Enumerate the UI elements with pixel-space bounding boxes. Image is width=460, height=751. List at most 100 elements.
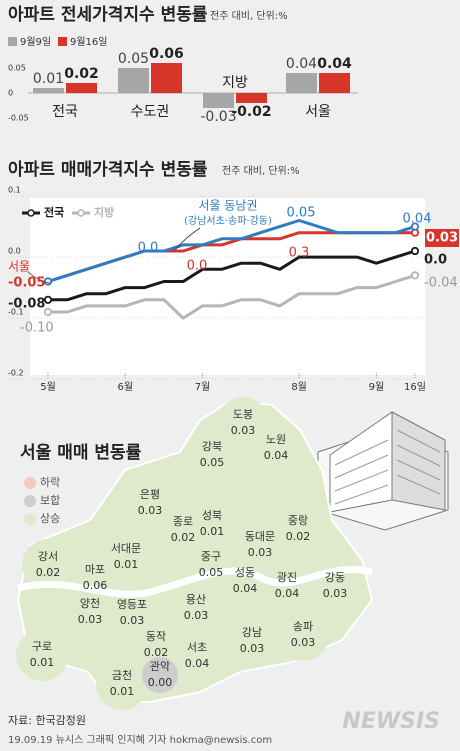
district-value: 0.03 [138, 504, 163, 517]
district [226, 615, 278, 667]
district-value: 0.06 [83, 579, 108, 592]
annotation: 0.0 [187, 259, 208, 274]
bar-title: 아파트 전세가격지수 변동률 [8, 5, 208, 25]
annotation: 0.04 [403, 212, 432, 227]
x-tick-label: 16일 [404, 381, 426, 393]
x-tick-label: 5월 [40, 381, 56, 393]
legend-label: 9월16일 [70, 36, 108, 48]
district-value: 0.05 [200, 456, 225, 469]
district-name: 용산 [186, 593, 206, 606]
value-label: 0.01 [33, 71, 64, 87]
series-pointer [174, 227, 201, 251]
legend-label: 지방 [94, 205, 114, 219]
district [130, 619, 182, 671]
series-note: (강남서초·송파·강동) [184, 215, 272, 227]
district-name: 금천 [112, 668, 132, 682]
district-value: 0.04 [185, 657, 210, 670]
district-name: 구로 [32, 640, 52, 653]
legend-swatch [58, 37, 67, 46]
district-value: 0.04 [264, 449, 289, 462]
value-label: 0.06 [149, 46, 184, 62]
annotation: -0.04 [424, 276, 458, 291]
district-value: 0.01 [114, 558, 139, 571]
bar [203, 93, 234, 108]
district-name: 종로 [173, 515, 193, 528]
district-name: 중구 [201, 550, 221, 563]
legend-label: 전국 [44, 205, 64, 219]
district-value: 0.03 [291, 636, 316, 649]
category-label: 수도권 [131, 104, 170, 120]
district-value: 0.03 [248, 546, 273, 559]
district-value: 0.00 [148, 676, 173, 689]
map-title: 서울 매매 변동률 [20, 443, 142, 463]
district-name: 양천 [80, 596, 100, 610]
annotation: 0.05 [287, 206, 316, 221]
y-tick-label: 0.1 [8, 186, 21, 195]
y-tick-label: -0.1 [8, 308, 24, 317]
district-name: 동작 [146, 630, 166, 643]
series-label: 서울 동남권 [198, 199, 257, 213]
y-tick-label: -0.2 [8, 369, 24, 378]
value-label: -0.02 [231, 104, 271, 120]
y-tick-label: 0.0 [8, 247, 21, 256]
district-value: 0.03 [231, 424, 256, 437]
credit: 19.09.19 뉴시스 그래픽 인지혜 기자 hokma@newsis.com [8, 734, 272, 746]
bar [118, 68, 149, 93]
source: 자료: 한국감정원 [8, 714, 86, 727]
series-line [48, 249, 416, 302]
x-tick-label: 6월 [117, 381, 133, 393]
district-value: 0.02 [36, 566, 61, 579]
point-marker [43, 277, 53, 286]
district-value: 0.01 [30, 656, 55, 669]
point-marker [410, 222, 420, 231]
annotation: 0.3 [289, 246, 310, 261]
point-marker [43, 307, 53, 317]
district-name: 동대문 [245, 530, 275, 543]
river [17, 566, 373, 598]
legend-label: 9월9일 [20, 36, 51, 48]
district-name: 강동 [325, 571, 345, 584]
value-label: 0.05 [118, 51, 149, 67]
building-icon [317, 411, 449, 531]
legend-swatch [24, 477, 36, 489]
district-value: 0.03 [78, 613, 103, 626]
district-name: 은평 [140, 488, 160, 501]
legend-swatch [8, 37, 17, 46]
bar [151, 63, 182, 93]
logo: NEWSIS [342, 709, 440, 734]
district [64, 586, 116, 638]
legend-swatch [24, 495, 36, 507]
legend-label: 보합 [40, 494, 60, 507]
y-tick-label: -0.05 [8, 114, 29, 123]
district-name: 도봉 [233, 408, 253, 421]
legend-label: 상승 [40, 512, 60, 525]
district [170, 582, 222, 634]
district-name: 성북 [202, 509, 222, 522]
value-label: 0.02 [64, 66, 99, 82]
district-value: 0.05 [199, 566, 224, 579]
district-name: 서대문 [111, 542, 141, 555]
bar-subtitle: 전주 대비, 단위:% [210, 9, 288, 22]
category-label: 서울 [305, 104, 331, 120]
annotation: -0.10 [20, 321, 54, 336]
bar [33, 88, 64, 93]
district [171, 630, 223, 682]
legend-swatch [24, 513, 36, 525]
bar [286, 73, 317, 93]
series-pointer [27, 271, 51, 284]
district-value: 0.02 [144, 646, 169, 659]
series-label: 서울 [8, 260, 30, 274]
district [16, 629, 68, 681]
district-name: 광진 [277, 571, 297, 584]
value-label: 0.04 [286, 56, 317, 72]
legend-marker [27, 209, 35, 217]
district-name: 강북 [202, 440, 222, 453]
district [250, 422, 302, 474]
district-value: 0.03 [323, 587, 348, 600]
value-label: 0.04 [317, 56, 352, 72]
district-name: 중랑 [288, 514, 308, 527]
district [277, 609, 329, 661]
line-subtitle: 전주 대비, 단위:% [222, 164, 300, 177]
category-label: 지방 [222, 75, 248, 91]
district-name: 관악 [150, 660, 170, 673]
